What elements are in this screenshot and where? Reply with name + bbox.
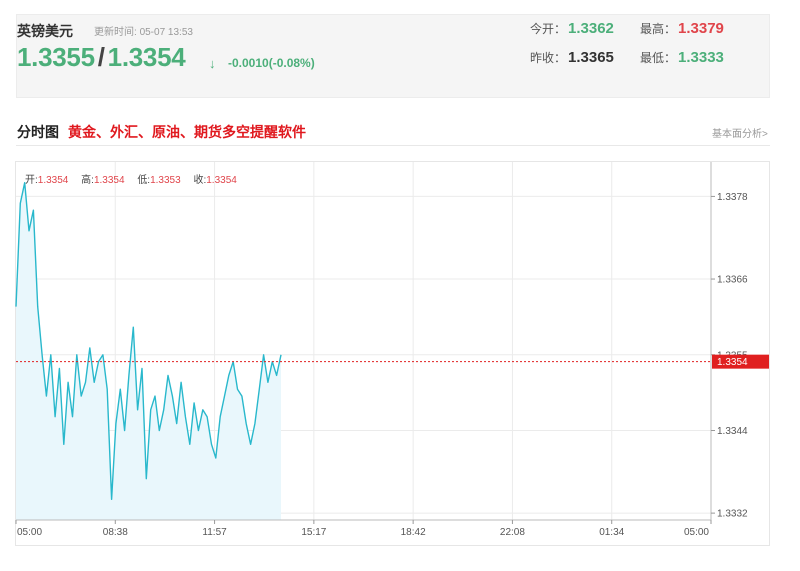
- update-time-label: 更新时间:: [94, 27, 137, 38]
- ohlc-high-value: 1.3354: [93, 175, 125, 186]
- current-price-label: 1.3354: [717, 357, 748, 368]
- ohlc-close-label: 收:: [193, 175, 207, 186]
- current-price-marker: 1.3354: [16, 354, 769, 369]
- x-tick-label: 08:38: [103, 527, 128, 538]
- ohlc-open-label: 开:: [25, 175, 38, 186]
- stat-prev-close-value: 1.3365: [568, 49, 614, 66]
- ohlc-low-label: 低:: [137, 175, 151, 186]
- x-tick-label: 05:00: [684, 527, 709, 538]
- fundamental-analysis-link[interactable]: 基本面分析>: [712, 129, 768, 140]
- x-tick-label: 11:57: [202, 527, 227, 538]
- stat-prev-close: 昨收： 1.3365: [530, 49, 614, 66]
- chart-area: [15, 181, 282, 520]
- ohlc-close-value: 1.3354: [206, 175, 237, 186]
- x-tick-label: 15:17: [301, 527, 326, 538]
- x-tick-label: 18:42: [401, 527, 426, 538]
- y-tick-label: 1.3332: [717, 509, 748, 520]
- stat-high: 最高： 1.3379: [640, 20, 724, 37]
- stat-open: 今开： 1.3362: [530, 20, 614, 37]
- ohlc-readout: 开:1.3354 高:1.3354 低:1.3353 收:1.3354: [25, 171, 237, 186]
- chart-axes: [16, 162, 712, 521]
- stat-low: 最低： 1.3333: [640, 49, 724, 66]
- stat-low-value: 1.3333: [678, 49, 724, 66]
- ohlc-low-value: 1.3353: [150, 175, 181, 186]
- update-time: 更新时间: 05-07 13:53: [94, 23, 193, 38]
- x-tick-label: 05:00: [17, 527, 42, 538]
- chart-frame: [15, 161, 770, 546]
- symbol-name: 英镑美元: [17, 23, 73, 39]
- stat-high-label: 最高：: [640, 22, 677, 36]
- ohlc-high-label: 高:: [81, 175, 94, 186]
- ask-price: 1.3354: [107, 42, 186, 72]
- y-tick-label: 1.3344: [717, 426, 748, 437]
- ohlc-open-value: 1.3354: [37, 175, 69, 186]
- price-separator: /: [97, 42, 105, 72]
- y-tick-label: 1.3378: [717, 192, 748, 203]
- stat-open-value: 1.3362: [568, 20, 614, 37]
- stat-open-label: 今开：: [530, 22, 567, 36]
- stat-high-value: 1.3379: [678, 20, 724, 37]
- stat-prev-close-label: 昨收：: [530, 51, 567, 65]
- promo-link[interactable]: 黄金、外汇、原油、期货多空提醒软件: [68, 124, 306, 140]
- section-title: 分时图: [17, 124, 59, 140]
- arrow-down-icon: ↓: [209, 56, 216, 71]
- series-line: [15, 181, 282, 500]
- current-price-tag: [712, 354, 769, 369]
- price-change: -0.0010(-0.08%): [228, 56, 315, 70]
- current-price: 1.3355/1.3354: [17, 42, 186, 73]
- series-area-fill: [16, 182, 281, 520]
- quote-panel: [16, 14, 770, 98]
- stat-low-label: 最低：: [640, 51, 677, 65]
- update-time-value: 05-07 13:53: [139, 27, 193, 38]
- bid-price: 1.3355: [17, 42, 95, 72]
- x-tick-label: 22:08: [500, 527, 525, 538]
- section-divider: [16, 145, 770, 146]
- x-tick-label: 01:34: [599, 527, 624, 538]
- chart-ticks: 05:00 08:38 11:57 15:17 18:42 22:08 01:34 05:00…: [15, 192, 748, 538]
- y-tick-label: 1.3366: [717, 275, 748, 286]
